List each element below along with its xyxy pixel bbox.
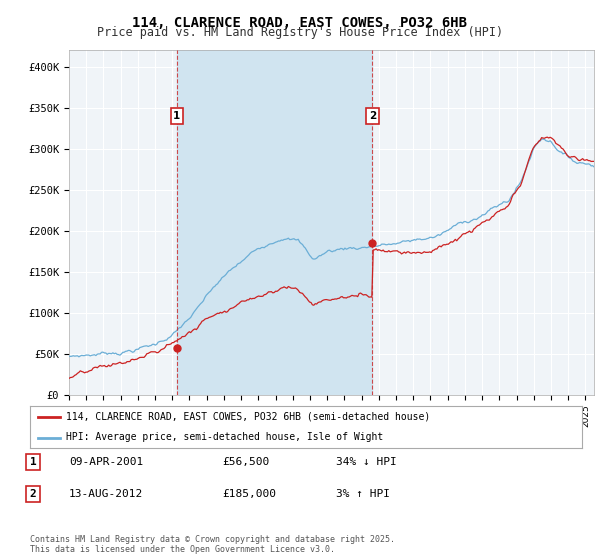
Text: 3% ↑ HPI: 3% ↑ HPI [336, 489, 390, 499]
Text: 13-AUG-2012: 13-AUG-2012 [69, 489, 143, 499]
Text: 34% ↓ HPI: 34% ↓ HPI [336, 457, 397, 467]
Text: 1: 1 [29, 457, 37, 467]
Text: 2: 2 [368, 111, 376, 121]
Text: £185,000: £185,000 [222, 489, 276, 499]
Bar [177, 50, 372, 395]
Text: £56,500: £56,500 [222, 457, 269, 467]
Text: 2: 2 [29, 489, 37, 499]
Text: 114, CLARENCE ROAD, EAST COWES, PO32 6HB: 114, CLARENCE ROAD, EAST COWES, PO32 6HB [133, 16, 467, 30]
Text: 09-APR-2001: 09-APR-2001 [69, 457, 143, 467]
Text: 114, CLARENCE ROAD, EAST COWES, PO32 6HB (semi-detached house): 114, CLARENCE ROAD, EAST COWES, PO32 6HB… [66, 412, 430, 422]
Text: 1: 1 [173, 111, 181, 121]
Text: HPI: Average price, semi-detached house, Isle of Wight: HPI: Average price, semi-detached house,… [66, 432, 383, 442]
Text: Price paid vs. HM Land Registry's House Price Index (HPI): Price paid vs. HM Land Registry's House … [97, 26, 503, 39]
Text: Contains HM Land Registry data © Crown copyright and database right 2025.
This d: Contains HM Land Registry data © Crown c… [30, 535, 395, 554]
